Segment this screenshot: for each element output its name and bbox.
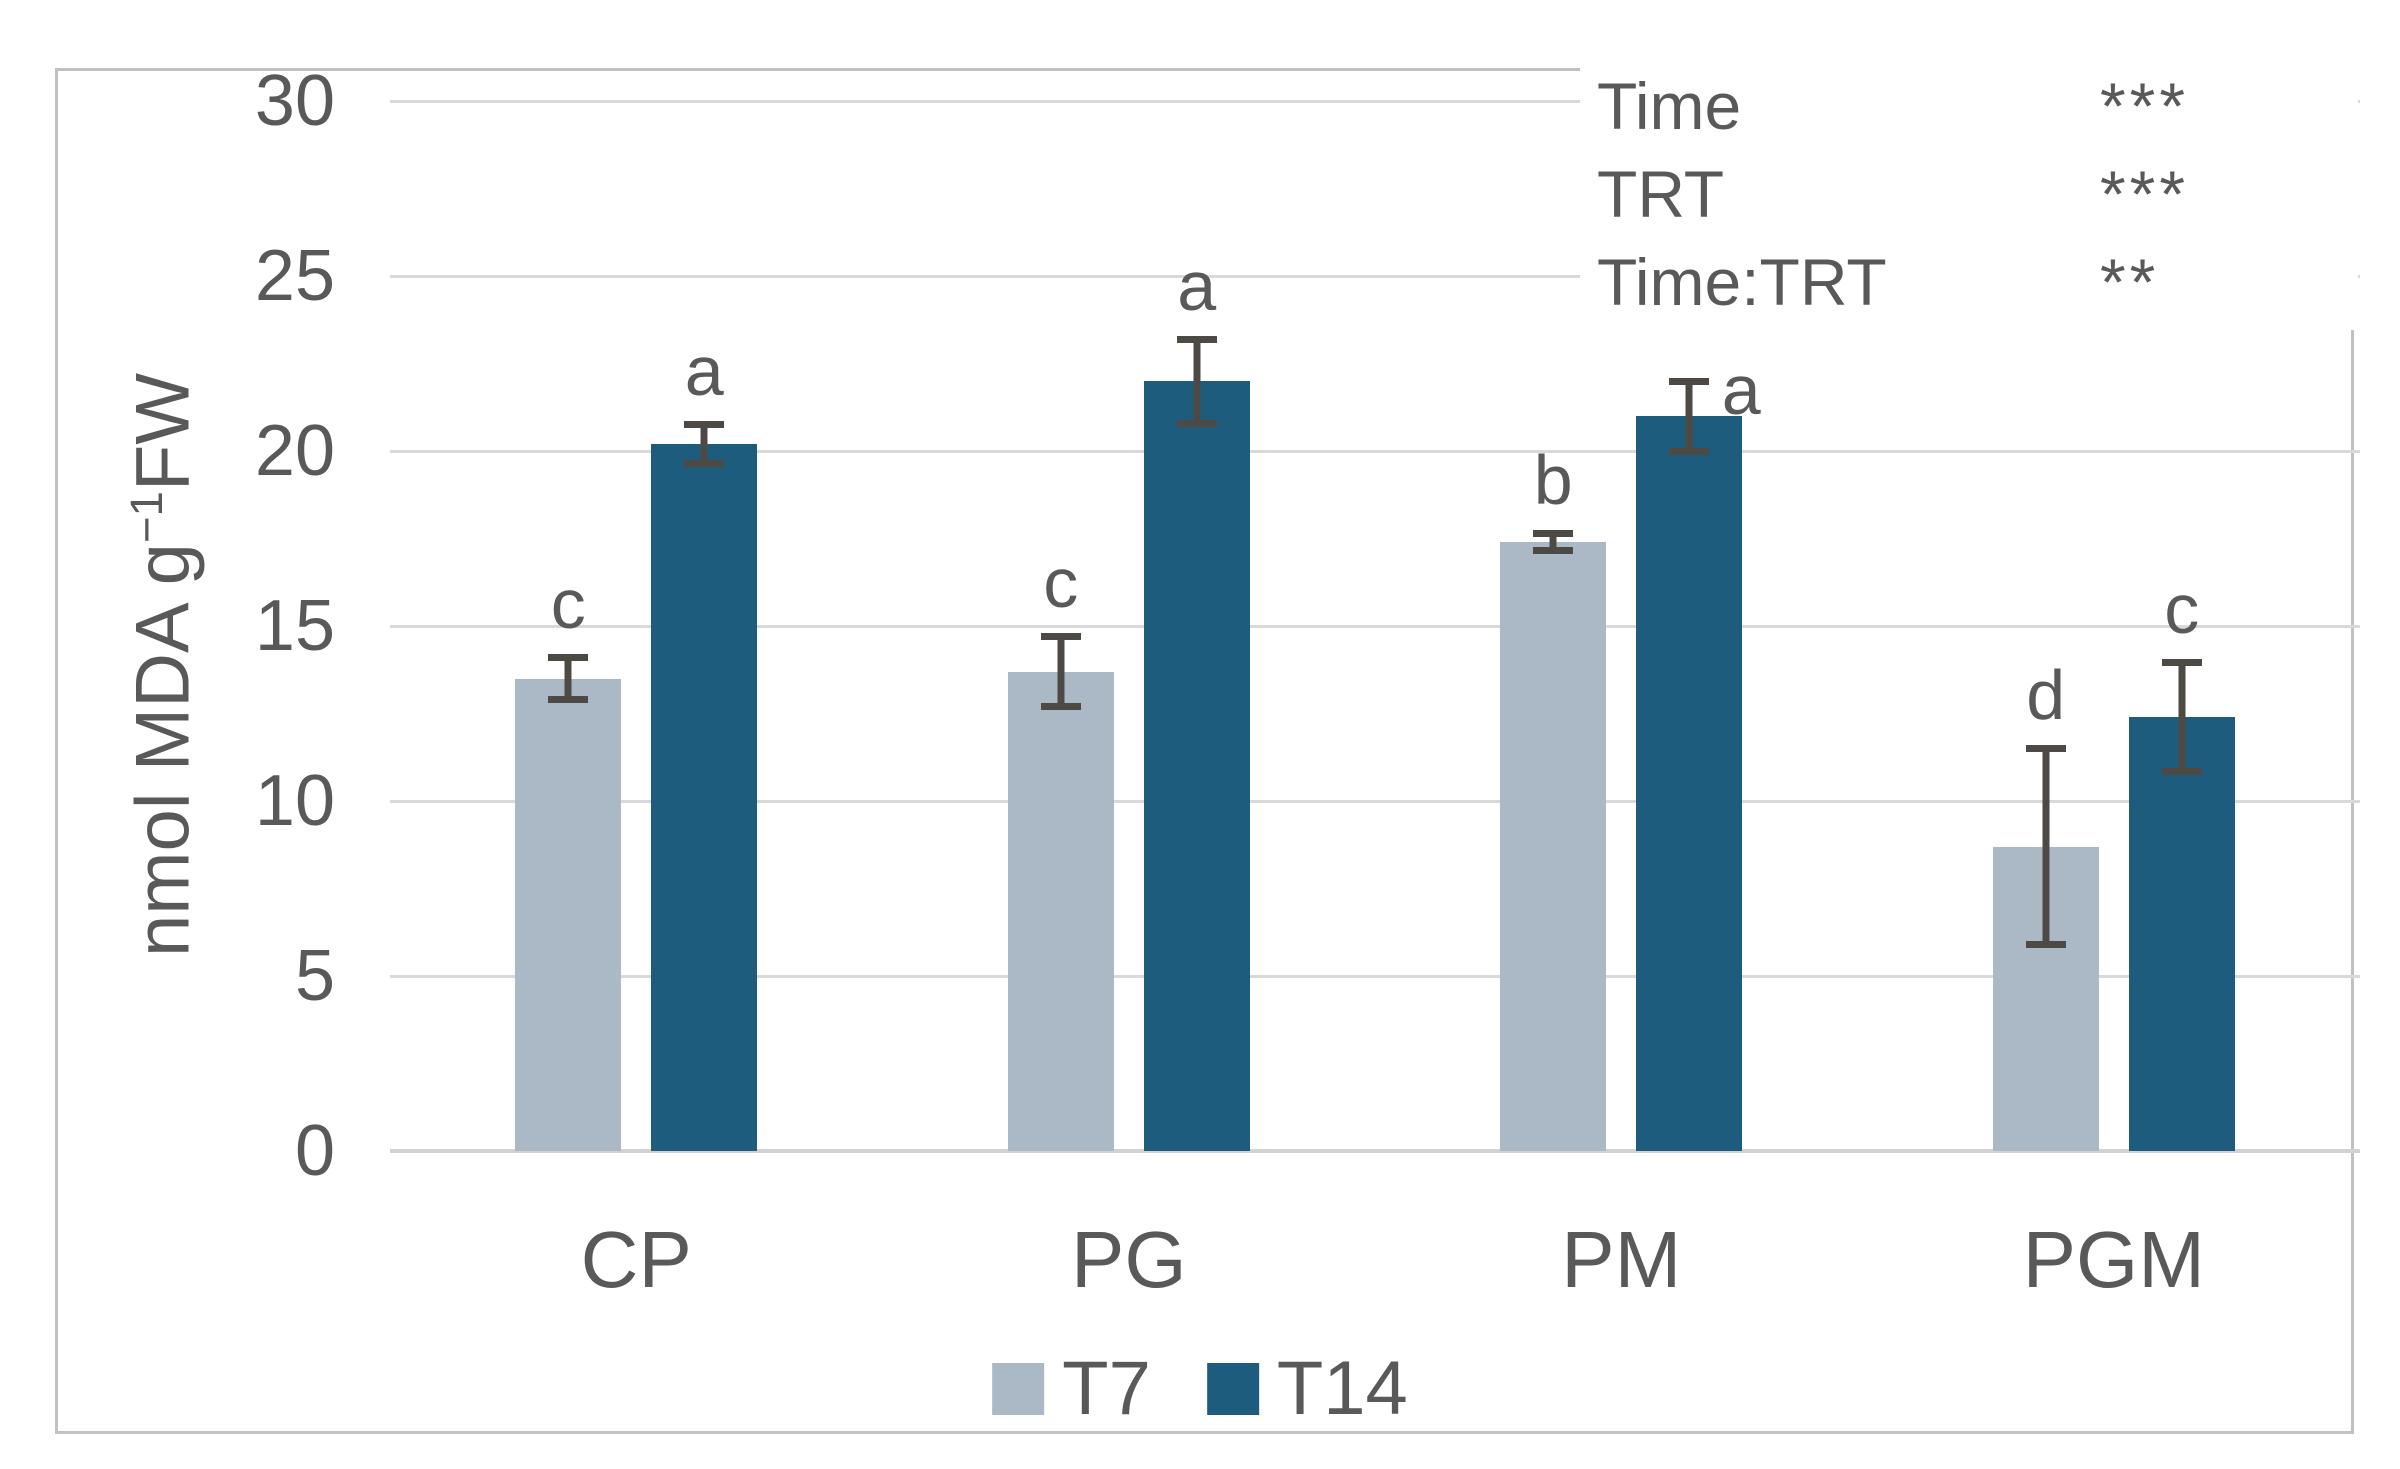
- y-axis-title: nmol MDA g−1FW: [120, 373, 207, 957]
- error-bar-part: [1669, 447, 1710, 455]
- y-tick-label-5: 5: [294, 936, 335, 1016]
- error-bar-part: [684, 459, 725, 467]
- gridline-y-30: [390, 100, 2360, 103]
- error-bar-part: [2025, 745, 2066, 752]
- y-axis-title-text: nmol MDA g: [120, 543, 206, 958]
- annotation-significance-stars: ***: [2100, 69, 2190, 143]
- bar-PG-T14: [1143, 381, 1250, 1151]
- significance-letter-PGM-T14: c: [2164, 570, 2200, 649]
- error-bar-part: [700, 421, 708, 467]
- error-bar-PGM-T7: [2025, 745, 2066, 948]
- error-bar-PG-T14: [1176, 335, 1217, 427]
- x-category-label-PM: PM: [1561, 1215, 1682, 1304]
- y-tick-label-20: 20: [254, 411, 335, 491]
- error-bar-part: [684, 421, 725, 429]
- error-bar-part: [1176, 419, 1217, 427]
- bar-CP-T7: [515, 678, 622, 1151]
- annotation-row-Time: Time ***: [1580, 62, 2358, 150]
- annotation-significance-stars: **: [2100, 245, 2160, 319]
- significance-letter-CP-T14: a: [684, 332, 724, 411]
- error-bar-part: [2025, 941, 2066, 948]
- significance-letter-PG-T14: a: [1177, 246, 1217, 325]
- error-bar-PG-T7: [1040, 633, 1081, 710]
- y-tick-label-10: 10: [254, 761, 335, 841]
- bar-PM-T7: [1500, 542, 1607, 1151]
- bar-PM-T14: [1636, 416, 1743, 1151]
- gridline-y-10: [390, 800, 2360, 803]
- bar-CP-T14: [651, 444, 758, 1151]
- y-axis-title-superscript: −1: [121, 491, 173, 544]
- error-bar-part: [1549, 529, 1557, 555]
- y-tick-label-25: 25: [254, 236, 335, 316]
- bar-PG-T7: [1007, 671, 1114, 1151]
- error-bar-part: [1057, 633, 1065, 710]
- error-bar-part: [1176, 335, 1217, 343]
- significance-letter-PM-T14: a: [1721, 350, 1761, 429]
- legend-item-T14: T14: [1206, 1346, 1408, 1431]
- error-bar-part: [1040, 703, 1081, 710]
- bar-PGM-T14: [2128, 717, 2235, 1151]
- annotation-factor-label: TRT: [1597, 157, 1725, 231]
- legend-item-T7: T7: [992, 1351, 1151, 1427]
- annotation-row-TRT: TRT ***: [1580, 150, 2358, 238]
- error-bar-part: [1193, 335, 1201, 427]
- significance-letter-PGM-T7: d: [2026, 656, 2066, 734]
- error-bar-part: [1040, 633, 1081, 640]
- x-category-label-PGM: PGM: [2022, 1215, 2205, 1304]
- error-bar-part: [548, 696, 589, 703]
- error-bar-part: [2178, 659, 2186, 775]
- error-bar-part: [1533, 547, 1574, 555]
- gridline-y-15: [390, 625, 2360, 628]
- legend-swatch-T7: [992, 1363, 1045, 1415]
- error-bar-part: [2161, 767, 2202, 775]
- error-bar-PM-T14: [1669, 377, 1710, 455]
- error-bar-PM-T7: [1533, 529, 1574, 555]
- gridline-y-20: [390, 450, 2360, 453]
- y-tick-label-0: 0: [294, 1111, 335, 1191]
- y-axis-title-unit: FW: [120, 372, 206, 492]
- x-category-label-PG: PG: [1070, 1215, 1187, 1304]
- y-tick-label-15: 15: [254, 586, 335, 666]
- gridline-y-5: [390, 975, 2360, 978]
- error-bar-part: [1533, 529, 1574, 537]
- x-category-label-CP: CP: [580, 1215, 692, 1304]
- annotation-significance-stars: ***: [2100, 157, 2190, 231]
- significance-letter-CP-T7: c: [550, 565, 586, 643]
- error-bar-CP-T7: [548, 654, 589, 703]
- significance-annotation-block: Time *** TRT *** Time:TRT **: [1580, 62, 2358, 330]
- error-bar-CP-T14: [684, 421, 725, 467]
- error-bar-part: [1669, 377, 1710, 385]
- annotation-row-Time-TRT: Time:TRT **: [1580, 238, 2358, 326]
- error-bar-part: [2161, 659, 2202, 667]
- error-bar-part: [2042, 745, 2050, 948]
- legend: T7 T14: [992, 1351, 1408, 1427]
- y-tick-label-30: 30: [254, 61, 335, 141]
- x-axis-baseline: [390, 1149, 2360, 1153]
- legend-swatch-T14: [1206, 1363, 1259, 1415]
- error-bar-part: [548, 654, 589, 661]
- significance-letter-PM-T7: b: [1533, 440, 1573, 519]
- legend-label-T14: T14: [1276, 1346, 1408, 1431]
- error-bar-part: [1685, 377, 1693, 455]
- gridline-y-25: [390, 275, 2360, 278]
- legend-label-T7: T7: [1062, 1346, 1151, 1431]
- error-bar-PGM-T14: [2161, 659, 2202, 775]
- annotation-factor-label: Time:TRT: [1597, 245, 1887, 319]
- significance-letter-PG-T7: c: [1043, 544, 1079, 622]
- annotation-factor-label: Time: [1597, 69, 1742, 143]
- error-bar-part: [564, 654, 572, 703]
